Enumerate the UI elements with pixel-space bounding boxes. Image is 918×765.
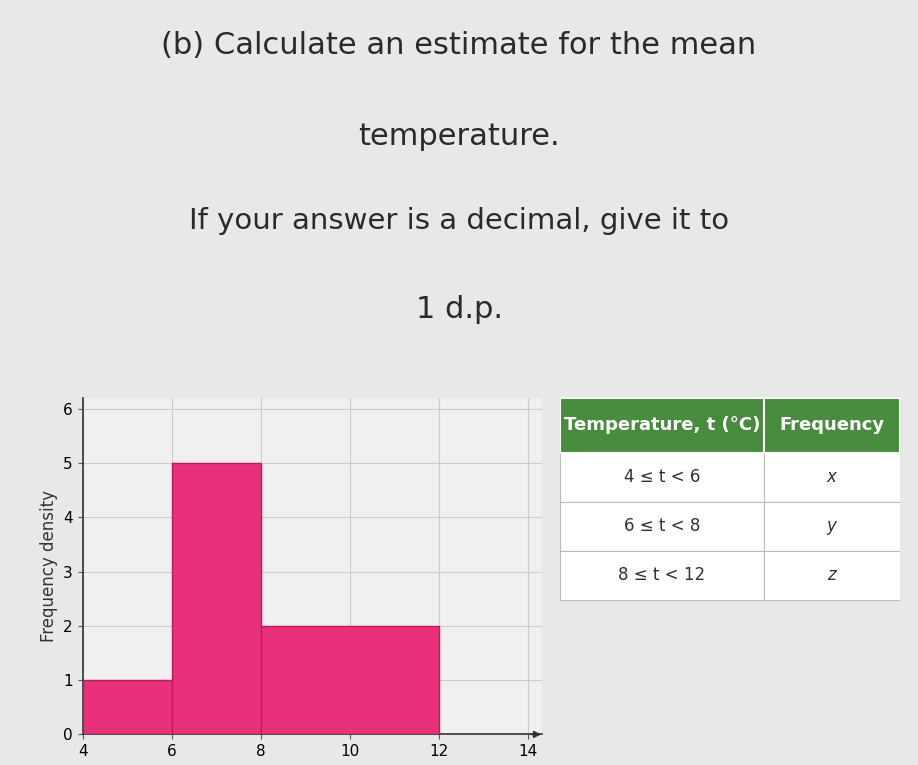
Bar [560, 453, 764, 502]
Y-axis label: Frequency density: Frequency density [39, 490, 58, 642]
Bar [560, 551, 764, 600]
Text: (b) Calculate an estimate for the mean: (b) Calculate an estimate for the mean [162, 31, 756, 60]
Text: y: y [827, 517, 836, 535]
Bar [560, 398, 764, 453]
Text: 8 ≤ t < 12: 8 ≤ t < 12 [619, 566, 705, 584]
Bar [261, 626, 439, 734]
Text: Frequency: Frequency [779, 416, 884, 435]
Text: temperature.: temperature. [358, 122, 560, 151]
Bar [764, 398, 900, 453]
Bar [764, 502, 900, 551]
Bar [764, 551, 900, 600]
Bar [172, 463, 261, 734]
Text: If your answer is a decimal, give it to: If your answer is a decimal, give it to [189, 207, 729, 235]
Text: Temperature, t (°C): Temperature, t (°C) [564, 416, 760, 435]
Text: x: x [827, 468, 836, 487]
Bar [83, 680, 172, 734]
Bar [560, 502, 764, 551]
Bar [764, 453, 900, 502]
Text: z: z [827, 566, 836, 584]
Text: 6 ≤ t < 8: 6 ≤ t < 8 [623, 517, 700, 535]
Text: 4 ≤ t < 6: 4 ≤ t < 6 [623, 468, 700, 487]
Text: 1 d.p.: 1 d.p. [416, 295, 502, 324]
